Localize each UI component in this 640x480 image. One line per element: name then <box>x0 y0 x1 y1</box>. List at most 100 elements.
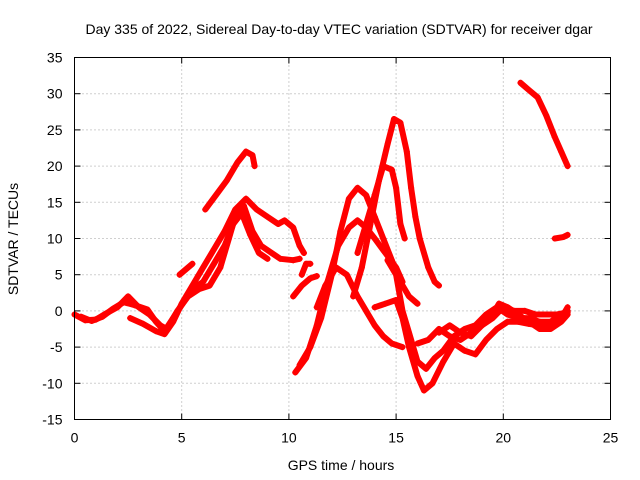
data-point <box>380 333 387 340</box>
data-point <box>354 217 361 224</box>
data-point <box>457 329 464 336</box>
data-point <box>457 336 464 343</box>
y-tick-label: -15 <box>42 412 62 428</box>
data-point <box>243 148 250 155</box>
data-point <box>307 275 314 282</box>
data-point <box>440 358 447 365</box>
data-point <box>307 260 314 267</box>
data-point <box>414 340 421 347</box>
data-point <box>140 320 147 327</box>
data-point <box>560 234 567 241</box>
data-point <box>496 300 503 307</box>
data-point <box>131 302 138 309</box>
data-point <box>536 326 543 332</box>
data-point <box>414 358 421 365</box>
data-point <box>558 318 565 325</box>
y-axis-title: SDTVAR / TECUs <box>5 183 21 295</box>
data-point <box>127 315 134 322</box>
data-point <box>296 362 303 369</box>
data-point <box>161 331 168 338</box>
data-point <box>221 242 228 249</box>
x-tick-label: 25 <box>603 430 619 446</box>
y-tick-label: 20 <box>47 158 63 174</box>
data-point <box>446 333 453 340</box>
data-point <box>322 282 329 289</box>
data-point <box>350 293 357 300</box>
data-point <box>489 311 496 318</box>
y-tick-label: -10 <box>42 375 62 391</box>
data-point <box>483 311 490 318</box>
x-tick-label: 5 <box>178 430 186 446</box>
data-point <box>300 249 307 256</box>
data-point <box>547 318 554 325</box>
data-point <box>313 273 320 280</box>
plot-area <box>71 79 571 394</box>
x-axis-title: GPS time / hours <box>288 457 395 473</box>
y-tick-label: 5 <box>55 267 63 283</box>
data-point <box>472 351 479 358</box>
data-point <box>425 336 432 343</box>
data-point <box>429 380 436 387</box>
data-point <box>408 184 415 191</box>
data-point <box>255 249 262 256</box>
data-point <box>99 313 106 320</box>
data-point <box>345 195 352 202</box>
data-point <box>478 322 485 329</box>
data-point <box>446 322 453 329</box>
chart-title: Day 335 of 2022, Sidereal Day-to-day VTE… <box>85 21 592 37</box>
data-point <box>298 282 305 289</box>
data-point <box>504 318 511 325</box>
data-point <box>110 305 117 312</box>
data-point <box>504 311 511 318</box>
data-point <box>210 260 217 267</box>
data-point <box>290 293 297 300</box>
data-point <box>403 148 410 155</box>
data-point <box>399 307 406 314</box>
data-point <box>405 293 412 300</box>
data-point <box>564 163 571 170</box>
data-point <box>515 311 522 318</box>
data-point <box>354 184 361 191</box>
y-tick-label: 0 <box>55 303 63 319</box>
data-point <box>388 166 395 173</box>
data-point <box>390 116 397 123</box>
data-point <box>120 299 127 306</box>
data-point <box>384 141 391 148</box>
data-point <box>435 329 442 336</box>
data-point <box>206 282 213 289</box>
data-point <box>388 340 395 347</box>
data-point <box>354 249 361 256</box>
data-point <box>363 221 370 228</box>
data-point <box>504 304 511 311</box>
data-point <box>264 213 271 220</box>
data-point <box>532 311 539 318</box>
data-point <box>440 347 447 354</box>
data-point <box>551 134 558 141</box>
data-point <box>363 192 370 199</box>
data-point <box>77 313 84 320</box>
data-point <box>543 112 550 119</box>
data-point <box>232 206 239 213</box>
data-point <box>397 119 404 126</box>
data-point <box>371 322 378 329</box>
data-point <box>345 224 352 231</box>
data-point <box>152 328 159 335</box>
data-point <box>363 307 370 314</box>
data-point <box>251 163 258 170</box>
x-tick-label: 15 <box>388 430 404 446</box>
series-left-dip-short <box>290 273 320 300</box>
data-point <box>268 249 275 256</box>
data-point <box>247 231 254 238</box>
data-point <box>405 329 412 336</box>
data-point <box>178 300 185 307</box>
data-point <box>425 264 432 271</box>
data-point <box>258 242 265 249</box>
data-point <box>202 206 209 213</box>
y-tick-label: -5 <box>50 339 63 355</box>
data-point <box>384 257 391 264</box>
data-point <box>189 260 196 267</box>
data-point <box>371 235 378 242</box>
data-point <box>416 235 423 242</box>
x-tick-label: 0 <box>71 430 79 446</box>
data-point <box>144 306 151 313</box>
